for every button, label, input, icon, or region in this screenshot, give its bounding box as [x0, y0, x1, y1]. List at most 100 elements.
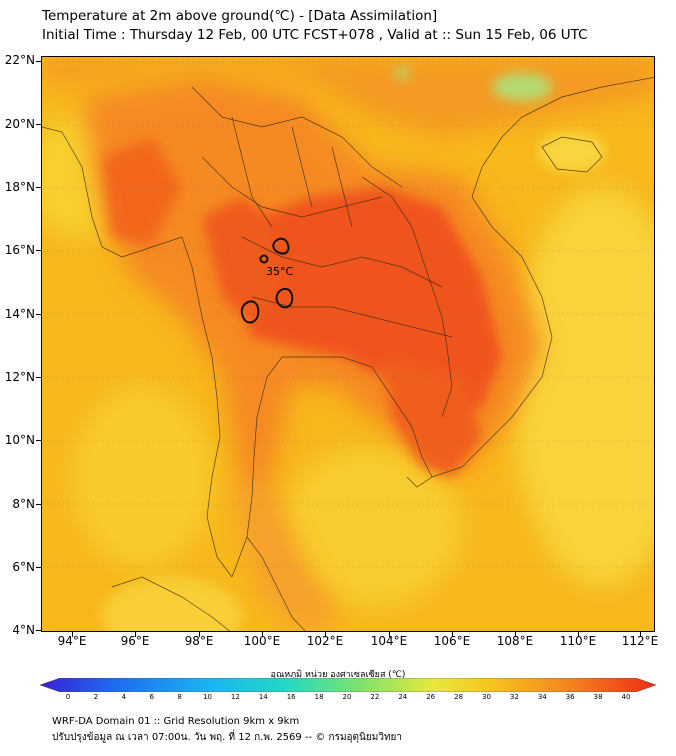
colorbar-tick-14: 14 [258, 693, 268, 701]
lon-label-100: 100°E [243, 634, 281, 648]
border-central-1 [241, 236, 443, 288]
lat-label-6: 6°N [12, 560, 35, 574]
lon-tick [199, 632, 200, 637]
colorbar-tick-22: 22 [370, 693, 380, 701]
lat-tick [36, 504, 41, 505]
colorbar-tick-12: 12 [230, 693, 240, 701]
lat-label-16: 16°N [4, 243, 35, 257]
contour-35c [240, 237, 294, 324]
lat-tick [36, 124, 41, 125]
border-central-2 [251, 296, 453, 338]
colorbar-tick-4: 4 [121, 693, 127, 701]
map-canvas [42, 57, 654, 631]
border-northern-provinces [231, 116, 353, 228]
coastline-borneo [111, 576, 231, 631]
colorbar-tick-10: 10 [203, 693, 212, 701]
warm-field-peninsula [232, 477, 342, 631]
colorbar [40, 678, 656, 692]
hot-field-cambodia [382, 357, 482, 477]
contour-35c-c [275, 287, 294, 309]
cool-patch-hainan [538, 132, 606, 172]
coastline-bay-of-bengal [42, 126, 233, 578]
footer-model-info: WRF-DA Domain 01 :: Grid Resolution 9km … [52, 716, 300, 727]
hot-field-central-plain [232, 187, 502, 427]
colorbar-tick-24: 24 [398, 693, 408, 701]
lon-label-104: 104°E [370, 634, 408, 648]
borders [42, 77, 654, 631]
lon-label-98: 98°E [184, 634, 214, 648]
colorbar-tick-2: 2 [93, 693, 99, 701]
lon-label-102: 102°E [306, 634, 344, 648]
temperature-map: 35°C [41, 56, 655, 632]
lon-tick [135, 632, 136, 637]
contour-35c-a [272, 237, 290, 255]
lon-tick [72, 632, 73, 637]
colorbar-label: อุณหภูมิ หน่วย องศาเซลเซียส (℃) [270, 670, 406, 680]
lat-label-4: 4°N [12, 623, 35, 637]
coastline-hainan [541, 136, 603, 173]
colorbar-tick-6: 6 [149, 693, 154, 701]
lat-tick [36, 314, 41, 315]
coastline-peninsula [246, 536, 306, 631]
colorbar-tick-32: 32 [509, 693, 519, 701]
lon-tick [515, 632, 516, 637]
cool-field-south-china-sea [512, 187, 654, 587]
colorbar-tick-26: 26 [426, 693, 436, 701]
lon-label-96: 96°E [120, 634, 150, 648]
colorbar-tick-8: 8 [177, 693, 182, 701]
lat-tick [36, 187, 41, 188]
cool-field-andaman [72, 387, 212, 567]
lon-tick [578, 632, 579, 637]
lat-label-14: 14°N [4, 307, 35, 321]
border-north-2 [201, 156, 383, 218]
colorbar-tick-0: 0 [65, 693, 71, 701]
map-title: Temperature at 2m above ground(℃) - [Dat… [42, 8, 438, 24]
warm-field-north [42, 57, 654, 137]
colorbar-tick-16: 16 [286, 693, 296, 701]
lon-tick [325, 632, 326, 637]
lon-tick [262, 632, 263, 637]
lon-label-110: 110°E [559, 634, 597, 648]
lon-tick [640, 632, 641, 637]
lat-label-12: 12°N [4, 370, 35, 384]
contour-35c-d [240, 300, 260, 324]
lat-label-22: 22°N [4, 53, 35, 67]
lat-label-10: 10°N [4, 433, 35, 447]
lat-tick [36, 440, 41, 441]
coastline-gulf-of-thailand [231, 356, 433, 578]
lat-tick [36, 630, 41, 631]
lat-tick [36, 61, 41, 62]
cool-patch-hainan-sea [492, 73, 552, 101]
lat-tick [36, 377, 41, 378]
coastline-vietnam [431, 77, 654, 478]
cool-patch-borneo [102, 577, 242, 631]
colorbar-tick-18: 18 [314, 693, 324, 701]
grid [42, 61, 654, 568]
colorbar-gradient [40, 678, 656, 692]
lon-label-108: 108°E [496, 634, 534, 648]
hot-field-myanmar [102, 137, 182, 247]
map-subtitle: Initial Time : Thursday 12 Feb, 00 UTC F… [42, 27, 588, 43]
colorbar-tick-38: 38 [593, 693, 603, 701]
lat-label-18: 18°N [4, 180, 35, 194]
lon-label-112: 112°E [621, 634, 659, 648]
colorbar-tick-34: 34 [537, 693, 547, 701]
colorbar-tick-40: 40 [621, 693, 631, 701]
colorbar-tick-28: 28 [454, 693, 464, 701]
hot-field-west [202, 197, 282, 327]
lon-label-94: 94°E [57, 634, 87, 648]
lat-tick [36, 567, 41, 568]
colorbar-tick-30: 30 [482, 693, 491, 701]
footer-update-info: ปรับปรุงข้อมูล ณ เวลา 07:00น. วัน พฤ. ที… [52, 732, 403, 743]
border-north-1 [191, 86, 403, 188]
lon-tick [452, 632, 453, 637]
lon-label-106: 106°E [433, 634, 471, 648]
colorbar-tick-36: 36 [565, 693, 575, 701]
lon-tick [389, 632, 390, 637]
cool-patch-north [394, 67, 410, 79]
lat-label-8: 8°N [12, 497, 35, 511]
lat-label-20: 20°N [4, 117, 35, 131]
contour-35c-label: 35°C [266, 265, 294, 278]
contour-35c-b [259, 254, 269, 264]
lat-tick [36, 250, 41, 251]
